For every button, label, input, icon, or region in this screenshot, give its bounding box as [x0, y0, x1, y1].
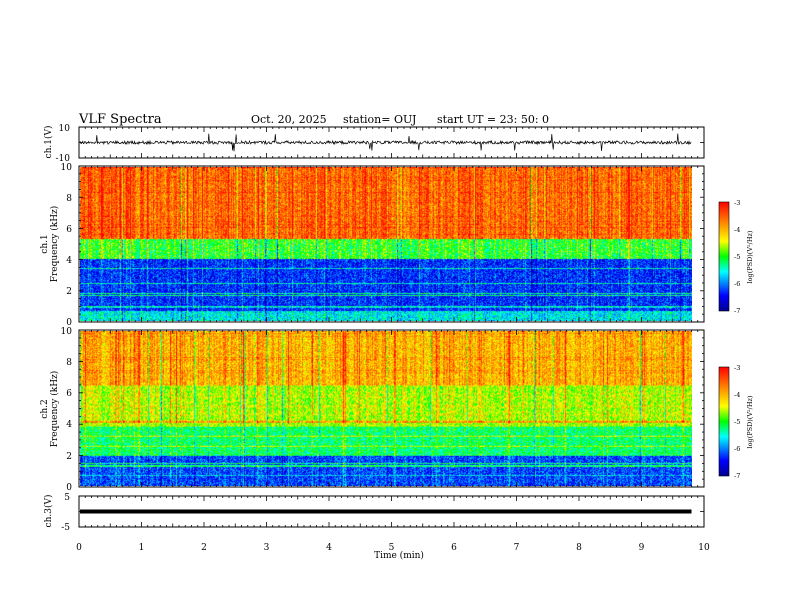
ch2-cb-tick--3: -3 — [734, 364, 740, 372]
ch2-spectrogram-image — [80, 331, 692, 486]
xtick-label-8: 8 — [576, 543, 582, 553]
ch1-waveform-panel: 10 -10 ch.1(V) — [43, 124, 705, 164]
ch1-ytick-6: 6 — [66, 225, 72, 235]
xtick-label-5: 5 — [389, 543, 395, 553]
ch2-cb-tick--7: -7 — [734, 472, 740, 480]
xtick-label-9: 9 — [639, 543, 645, 553]
xtick-label-0: 0 — [76, 543, 82, 553]
ch1-ytick-4: 4 — [66, 256, 72, 266]
ch1-waveform-trace — [79, 133, 692, 152]
ch1-cb-tick--4: -4 — [734, 226, 740, 234]
ch2-ytick-10: 10 — [61, 327, 73, 337]
ch2-cb-tick--6: -6 — [734, 445, 740, 453]
date-label: Oct. 20, 2025 — [251, 113, 327, 126]
ch3-waveform-ylabel: ch.3(V) — [43, 495, 54, 528]
ch1-spectrogram-panel: 0 2 4 6 8 10 ch.1 Frequency (kHz) -3 -4 … — [40, 163, 754, 328]
ch1-colorbar-label: log(PSD)(V²/Hz) — [746, 230, 754, 283]
ch2-cb-tick--4: -4 — [734, 391, 740, 399]
ch2-ytick-8: 8 — [66, 358, 72, 368]
x-tick-labels: 0 1 2 3 4 5 6 7 8 9 10 — [76, 543, 710, 553]
xtick-label-2: 2 — [201, 543, 207, 553]
ch1-spectrogram-yticks: 0 2 4 6 8 10 — [61, 163, 73, 328]
ch2-ytick-4: 4 — [66, 420, 72, 430]
figure-title: VLF Spectra — [78, 112, 162, 127]
ch1-colorbar — [718, 201, 730, 312]
ch2-spectrogram-panel: 0 2 4 6 8 10 ch.2 Frequency (kHz) -3 -4 … — [40, 327, 754, 493]
ch2-colorbar-label: log(PSD)(V²/Hz) — [746, 395, 754, 448]
ch1-ytick-top: 10 — [59, 124, 71, 134]
axis-ticks — [78, 126, 705, 528]
ch1-spectrogram-ylabel-channel: ch.1 — [40, 234, 50, 253]
ch2-cb-tick--5: -5 — [734, 418, 740, 426]
start-time-label: start UT = 23: 50: 0 — [437, 113, 549, 126]
ch2-colorbar — [718, 366, 730, 477]
ch3-ytick-top: 5 — [64, 493, 70, 503]
station-label: station= OUJ — [343, 113, 416, 126]
ch2-spectrogram-ylabel-channel: ch.2 — [40, 399, 50, 418]
ch1-spectrogram-image — [80, 167, 692, 321]
ch3-waveform-panel: 5 -5 ch.3(V) — [43, 493, 705, 533]
xtick-label-1: 1 — [139, 543, 145, 553]
ch1-ytick-2: 2 — [66, 287, 72, 297]
xtick-label-7: 7 — [514, 543, 520, 553]
xtick-label-3: 3 — [264, 543, 270, 553]
ch2-spectrogram-ylabel: Frequency (kHz) — [49, 371, 60, 448]
ch1-cb-tick--7: -7 — [734, 307, 740, 315]
ch1-cb-tick--5: -5 — [734, 253, 740, 261]
ch2-ytick-6: 6 — [66, 389, 72, 399]
ch1-ytick-10: 10 — [61, 163, 73, 173]
ch1-spectrogram-ylabel: Frequency (kHz) — [49, 206, 60, 283]
ch2-ytick-2: 2 — [66, 452, 72, 462]
ch3-ytick-bottom: -5 — [61, 523, 70, 533]
ch1-cb-tick--3: -3 — [734, 199, 740, 207]
ch1-ytick-bottom: -10 — [56, 154, 71, 164]
ch1-waveform-ylabel: ch.1(V) — [43, 126, 54, 159]
ch1-ytick-8: 8 — [66, 194, 72, 204]
ch1-ytick-0: 0 — [66, 318, 72, 328]
ch2-spectrogram-yticks: 0 2 4 6 8 10 — [61, 327, 73, 493]
x-axis-label: Time (min) — [374, 550, 424, 561]
xtick-label-4: 4 — [326, 543, 332, 553]
xtick-label-6: 6 — [451, 543, 457, 553]
xtick-label-10: 10 — [698, 543, 710, 553]
ch2-ytick-0: 0 — [66, 483, 72, 493]
ch1-cb-tick--6: -6 — [734, 280, 740, 288]
